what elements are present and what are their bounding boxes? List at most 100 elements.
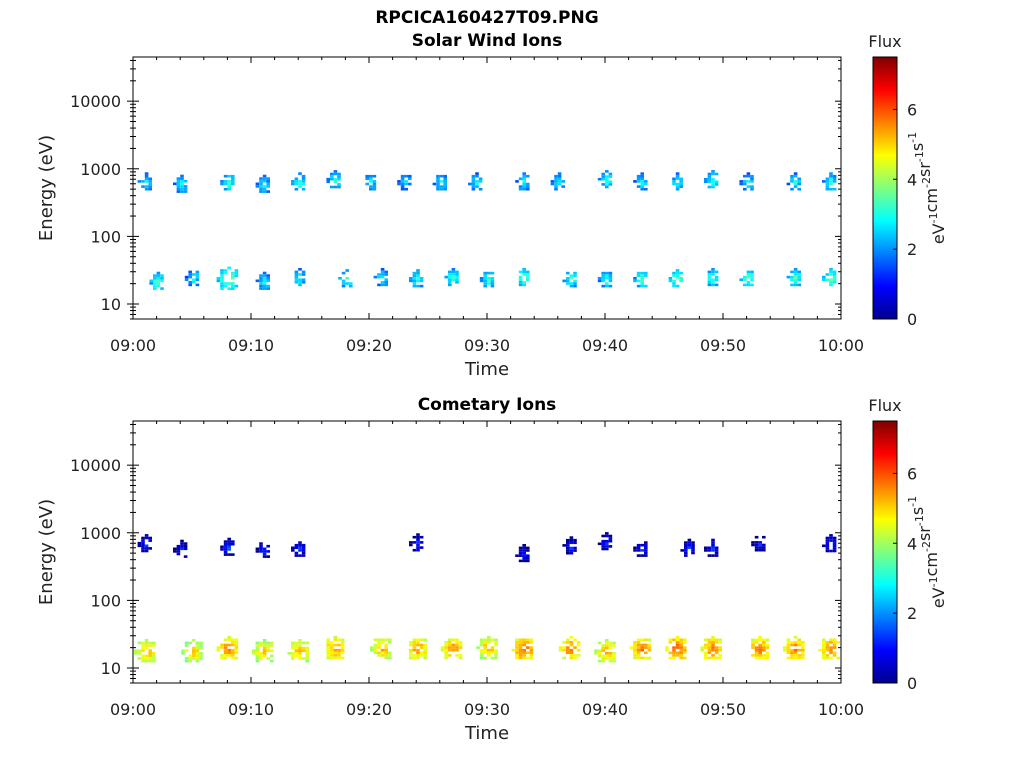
flux-cell [566, 641, 570, 644]
flux-cell [223, 269, 228, 272]
flux-cell [822, 656, 826, 660]
flux-cell [231, 540, 235, 543]
flux-cell [569, 656, 574, 660]
flux-cell [259, 654, 263, 658]
flux-cell [633, 279, 637, 283]
flux-cell [301, 281, 306, 284]
flux-cell [377, 654, 381, 657]
flux-cell [680, 549, 684, 552]
burst-25 [409, 533, 424, 552]
flux-cell [822, 654, 826, 657]
flux-cell [443, 177, 447, 181]
flux-cell [822, 641, 826, 644]
flux-cell [636, 284, 641, 288]
flux-cell [608, 284, 613, 288]
flux-cell [294, 270, 299, 274]
flux-cell [825, 182, 830, 186]
flux-cell [400, 182, 405, 186]
flux-cell [793, 268, 798, 271]
flux-cell [223, 174, 228, 178]
flux-cell [301, 641, 306, 645]
flux-cell [573, 274, 577, 277]
burst-32 [751, 535, 766, 552]
flux-cell [483, 643, 487, 647]
flux-cell [220, 271, 224, 275]
flux-cell [479, 656, 484, 660]
flux-cell [423, 654, 427, 657]
flux-cell [605, 654, 609, 658]
flux-cell [234, 638, 239, 642]
flux-cell [294, 644, 299, 647]
flux-cell [636, 543, 641, 547]
flux-cell [636, 638, 641, 642]
flux-cell [416, 651, 420, 655]
flux-cell [608, 172, 613, 176]
flux-cell [644, 182, 648, 186]
flux-cell [515, 641, 519, 644]
flux-cell [144, 641, 149, 645]
flux-cell [633, 546, 637, 550]
flux-cell [298, 172, 302, 175]
flux-cell [597, 641, 602, 645]
flux-cell [259, 287, 263, 290]
flux-cell [675, 641, 680, 644]
flux-cell [679, 654, 683, 657]
flux-cell [793, 172, 798, 175]
flux-cell [605, 183, 609, 186]
flux-cell [440, 648, 445, 652]
flux-cell [714, 546, 719, 550]
flux-cell [262, 187, 267, 191]
flux-cell [412, 541, 417, 544]
flux-cell [471, 182, 476, 186]
flux-cell [550, 180, 555, 183]
flux-cell [173, 182, 177, 186]
flux-cell [601, 646, 605, 650]
flux-cell [471, 185, 476, 188]
flux-cell [388, 656, 392, 660]
flux-cell [419, 651, 424, 655]
flux-cell [707, 638, 712, 642]
flux-cell [287, 652, 291, 655]
flux-cell [478, 177, 483, 181]
flux-cell [294, 649, 299, 652]
burst-17 [751, 635, 770, 660]
flux-cell [704, 549, 708, 552]
flux-cell [234, 643, 239, 647]
flux-cell [141, 657, 145, 660]
flux-cell [573, 656, 577, 660]
flux-cell [148, 649, 152, 652]
flux-cell [829, 270, 833, 274]
flux-cell [711, 554, 715, 557]
flux-cell [227, 545, 231, 549]
flux-cell [301, 174, 306, 178]
flux-cell [141, 539, 145, 542]
flux-cell [412, 654, 417, 657]
flux-cell [180, 187, 184, 191]
flux-cell [195, 644, 200, 647]
flux-cell [176, 182, 181, 186]
burst-12 [558, 635, 581, 660]
flux-cell [294, 554, 299, 557]
flux-cell [298, 541, 302, 544]
flux-cell [746, 174, 751, 178]
flux-cell [822, 651, 826, 655]
flux-cell [259, 190, 263, 193]
flux-cell [569, 274, 574, 277]
flux-cell [176, 544, 181, 548]
flux-cell [479, 641, 484, 644]
burst-23 [255, 542, 270, 558]
flux-cell [291, 549, 295, 552]
flux-cell [573, 284, 577, 288]
flux-cell [765, 654, 770, 657]
flux-cell [301, 546, 306, 550]
flux-cell [691, 541, 695, 544]
flux-cell [483, 648, 487, 652]
flux-cell [423, 656, 427, 660]
flux-cell [594, 652, 598, 655]
flux-cell [825, 648, 830, 652]
flux-cell [152, 659, 156, 663]
flux-cell [526, 270, 530, 274]
colorbar-title: Flux [868, 32, 901, 51]
flux-cell [522, 546, 526, 550]
flux-cell [608, 641, 613, 645]
